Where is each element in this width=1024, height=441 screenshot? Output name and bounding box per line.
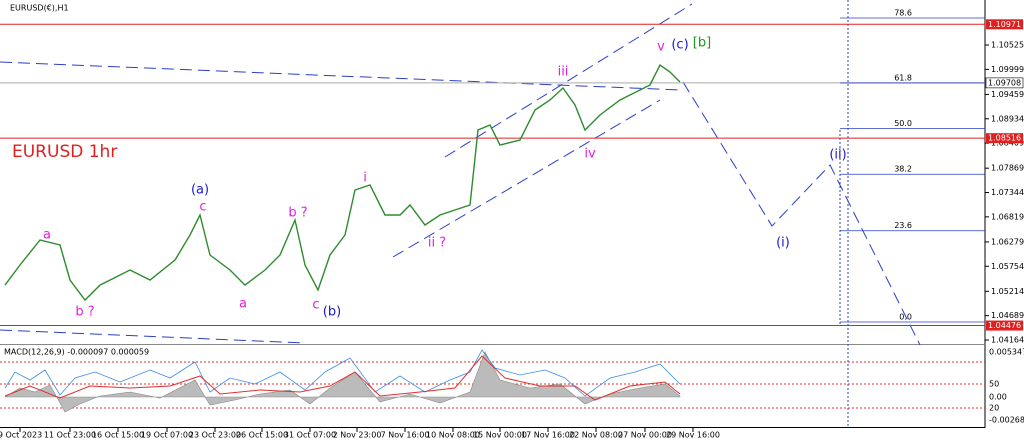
channel-top (444, 3, 693, 158)
y-tick-label: 1.10525 (991, 40, 1024, 49)
price-box (986, 133, 1023, 144)
y-tick-label: 1.05754 (991, 262, 1024, 271)
y-tick-label: 1.06819 (991, 212, 1024, 221)
x-tick-label: 26 Oct 15:00 (236, 431, 288, 440)
fib-label: 0.0 (899, 313, 912, 322)
wave-label: (c) (671, 38, 688, 53)
macd-axis-label: 0.005347 (989, 348, 1024, 357)
y-tick-label: 1.04689 (991, 311, 1024, 320)
fib-label: 50.0 (894, 119, 912, 128)
signal-line (4, 355, 681, 401)
x-tick-label: 31 Oct 07:00 (284, 431, 336, 440)
y-tick-label: 1.08934 (991, 114, 1024, 123)
trendline (0, 329, 306, 344)
y-tick-label: 1.07869 (991, 164, 1024, 173)
price-line-label: 1.10971 (988, 20, 1021, 29)
x-tick-label: 27 Nov 00:00 (618, 431, 672, 440)
channel-bottom (392, 99, 661, 258)
fib-label: 23.6 (894, 221, 912, 230)
y-tick-label: 1.05214 (991, 287, 1024, 296)
wave-label: a (43, 228, 51, 243)
wave-label: iv (584, 147, 596, 162)
x-tick-label: 2 Nov 23:00 (333, 431, 382, 440)
macd-title: MACD(12,26,9) -0.000097 0.000059 (4, 348, 149, 357)
wave-label: ii ? (428, 236, 446, 251)
x-tick-label: 11 Oct 23:00 (44, 431, 96, 440)
x-tick-label: 17 Nov 16:00 (521, 431, 575, 440)
x-tick-label: 19 Oct 07:00 (141, 431, 193, 440)
wave-label: c (312, 298, 319, 313)
y-tick-label: 1.09999 (991, 65, 1024, 74)
wave-label: (b) (323, 305, 341, 320)
wave-label: (a) (191, 183, 209, 198)
wave-label: [b] (693, 36, 711, 51)
analysis-lines (0, 3, 921, 346)
wave-label: c (199, 200, 206, 215)
price-line-label: 1.04476 (988, 321, 1021, 330)
macd-axis-label: 20 (989, 404, 999, 413)
x-tick-label: 22 Nov 08:00 (569, 431, 623, 440)
price-line-series (4, 63, 681, 302)
x-tick-label: 16 Oct 15:00 (92, 431, 144, 440)
x-tick-label: 10 Nov 08:00 (426, 431, 480, 440)
wave-label: b ? (288, 206, 307, 221)
macd-axis-label: -0.002682 (989, 416, 1024, 425)
x-tick-label: 23 Oct 23:00 (189, 431, 241, 440)
wave-label: (ii) (829, 148, 846, 163)
macd-axis-label: 50 (989, 380, 999, 389)
y-tick-label: 1.06279 (991, 237, 1024, 246)
y-tick-label: 1.04164 (991, 336, 1024, 345)
price-box (986, 320, 1023, 331)
price-line-label: 1.08516 (988, 134, 1021, 143)
current-price-label: 1.09708 (988, 78, 1021, 87)
wave-label: v (657, 40, 665, 55)
chart-annotation: EURUSD 1hr (12, 142, 117, 162)
y-tick-label: 1.09459 (991, 90, 1024, 99)
y-tick-label: 1.07344 (991, 188, 1024, 197)
x-tick-label: 7 Nov 16:00 (381, 431, 430, 440)
wave-label: b ? (75, 305, 94, 320)
macd-axis-label: 0.00 (989, 393, 1007, 402)
fib-label: 78.6 (894, 8, 912, 17)
fib-label: 38.2 (894, 165, 912, 174)
fib-label: 61.8 (894, 73, 912, 82)
wave-label: a (239, 297, 247, 312)
current-price-box (985, 77, 1024, 89)
chart-title: EURUSD(€),H1 (10, 4, 69, 13)
wave-label: (i) (776, 236, 790, 251)
wave-label: i (363, 171, 367, 186)
x-tick-label: 15 Nov 00:00 (473, 431, 527, 440)
wave-label: iii (558, 65, 569, 80)
trendline (0, 61, 681, 91)
macd-line (4, 349, 681, 397)
price-box (986, 19, 1023, 30)
x-tick-label: 29 Nov 16:00 (666, 431, 720, 440)
x-tick-label: 9 Oct 2023 (0, 431, 42, 440)
